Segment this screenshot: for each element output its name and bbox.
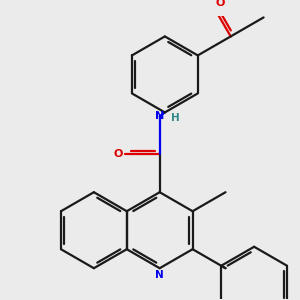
Text: N: N	[155, 270, 164, 280]
Text: N: N	[155, 111, 164, 121]
Text: O: O	[216, 0, 225, 8]
Text: H: H	[171, 113, 180, 123]
Text: O: O	[114, 149, 123, 159]
